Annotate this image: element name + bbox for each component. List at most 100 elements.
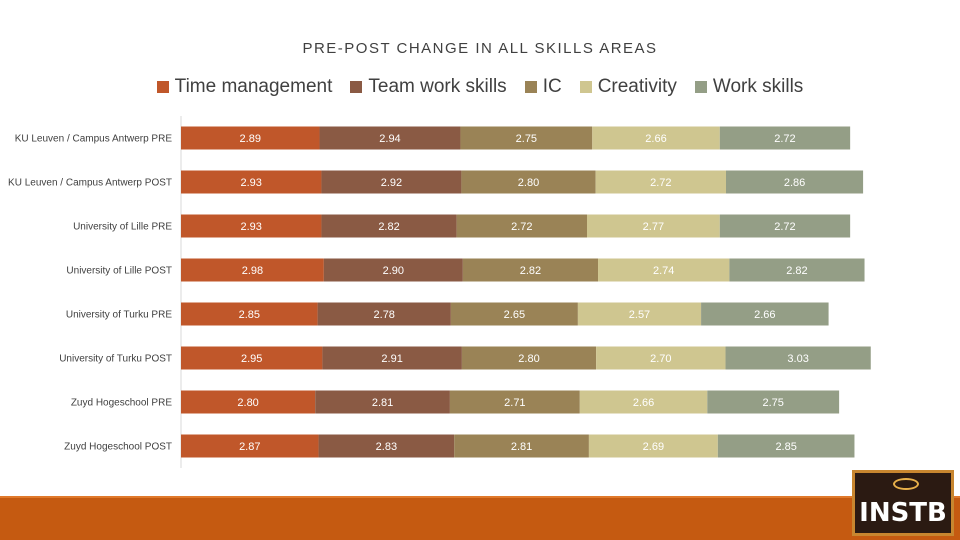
legend-label: Team work skills	[368, 76, 507, 97]
legend-swatch	[694, 81, 707, 93]
bar-segment	[586, 214, 720, 238]
data-label: 3.03	[787, 353, 808, 365]
bar-segment	[181, 126, 320, 150]
data-label: 2.94	[379, 133, 400, 145]
bar-segment	[317, 302, 451, 326]
bar-segment	[323, 258, 463, 282]
category-label: Zuyd Hogeschool PRE	[71, 398, 172, 409]
bar-segment	[449, 390, 580, 414]
bar-segment	[181, 302, 318, 326]
category-label: University of Turku PRE	[66, 310, 172, 321]
data-label: 2.82	[520, 265, 541, 277]
data-label: 2.70	[650, 353, 671, 365]
bar-segment	[181, 390, 316, 414]
data-label: 2.83	[376, 441, 397, 453]
data-label: 2.66	[645, 133, 666, 145]
data-label: 2.86	[784, 177, 805, 189]
instb-logo: INSTB	[852, 470, 954, 536]
bar-segment	[701, 302, 829, 326]
bar-segment	[579, 390, 708, 414]
data-label: 2.66	[754, 309, 775, 321]
data-label: 2.81	[372, 397, 393, 409]
bar-segment	[461, 170, 596, 194]
data-label: 2.93	[241, 221, 262, 233]
legend-swatch	[350, 81, 363, 93]
logo-text: INSTB	[859, 498, 947, 528]
data-label: 2.71	[504, 397, 525, 409]
bar-segment	[181, 214, 322, 238]
legend-item: IC	[524, 76, 562, 98]
bar-segment	[577, 302, 702, 326]
chart-title: PRE-POST CHANGE IN ALL SKILLS AREAS	[302, 40, 658, 57]
bar-segment	[460, 126, 593, 150]
bar-segment	[319, 126, 461, 150]
data-label: 2.92	[381, 177, 402, 189]
bar-segment	[595, 170, 727, 194]
bar-segment	[181, 258, 324, 282]
bar-segment	[707, 390, 840, 414]
legend-label: Creativity	[597, 76, 677, 97]
bar-segment	[596, 346, 726, 370]
data-label: 2.65	[504, 309, 525, 321]
bar-segment	[588, 434, 718, 458]
bar-segment	[454, 434, 589, 458]
data-label: 2.85	[239, 309, 260, 321]
data-label: 2.72	[774, 133, 795, 145]
data-label: 2.74	[653, 265, 674, 277]
footer-line	[0, 496, 960, 499]
legend-label: Time management	[174, 76, 333, 97]
data-label: 2.93	[241, 177, 262, 189]
bar-segment	[321, 214, 457, 238]
data-label: 2.57	[629, 309, 650, 321]
bar-segment	[719, 126, 851, 150]
bar-segment	[450, 302, 578, 326]
bar-segment	[318, 434, 455, 458]
legend-item: Creativity	[579, 76, 677, 98]
bar-segment	[322, 346, 462, 370]
data-label: 2.69	[643, 441, 664, 453]
legend-swatch	[156, 81, 169, 93]
data-label: 2.90	[383, 265, 404, 277]
data-label: 2.78	[374, 309, 395, 321]
data-label: 2.95	[241, 353, 262, 365]
bar-segment	[729, 258, 865, 282]
data-label: 2.98	[242, 265, 263, 277]
data-label: 2.89	[240, 133, 261, 145]
bar-segment	[726, 170, 864, 194]
legend-item: Time management	[156, 76, 333, 98]
category-label: University of Turku POST	[59, 354, 172, 365]
bar-segment	[181, 170, 322, 194]
bar-segment	[592, 126, 720, 150]
bar-segment	[725, 346, 871, 370]
legend-label: Work skills	[712, 76, 804, 97]
category-label: Zuyd Hogeschool POST	[64, 442, 172, 453]
data-label: 2.91	[381, 353, 402, 365]
data-label: 2.87	[239, 441, 260, 453]
bar-segment	[456, 214, 587, 238]
bar-segment	[462, 258, 599, 282]
data-label: 2.80	[518, 353, 539, 365]
data-label: 2.75	[763, 397, 784, 409]
category-label: University of Lille POST	[66, 266, 172, 277]
bar-segment	[315, 390, 450, 414]
bar-segment	[461, 346, 597, 370]
legend-item: Team work skills	[350, 76, 507, 98]
bar-segment	[181, 346, 323, 370]
legend-item: Work skills	[694, 76, 804, 98]
bar-segment	[717, 434, 855, 458]
data-label: 2.72	[774, 221, 795, 233]
legend-swatch	[579, 81, 592, 93]
data-label: 2.66	[633, 397, 654, 409]
data-label: 2.81	[511, 441, 532, 453]
legend-swatch	[524, 81, 537, 93]
data-label: 2.85	[775, 441, 796, 453]
data-label: 2.75	[516, 133, 537, 145]
chart-plot: KU Leuven / Campus Antwerp PRE 2.89 2.94 2.…	[8, 116, 871, 468]
bar-segment	[321, 170, 462, 194]
legend-label: IC	[542, 76, 562, 97]
category-label: KU Leuven / Campus Antwerp POST	[8, 178, 172, 189]
data-label: 2.82	[786, 265, 807, 277]
bar-segment	[719, 214, 851, 238]
category-label: University of Lille PRE	[73, 222, 172, 233]
data-label: 2.80	[237, 397, 258, 409]
